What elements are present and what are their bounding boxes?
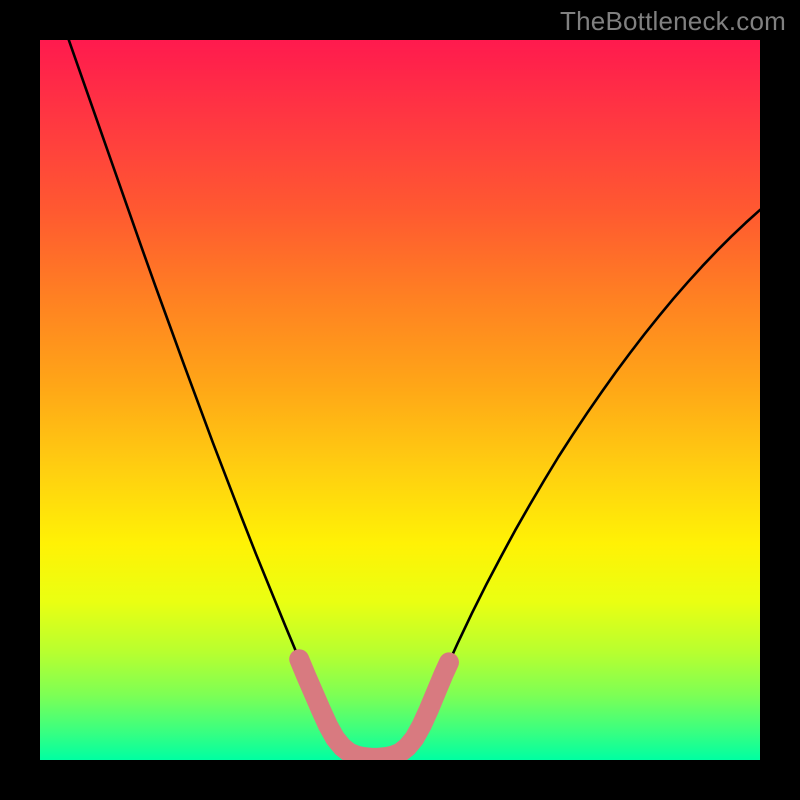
plot-area <box>40 40 760 760</box>
figure-container: TheBottleneck.com <box>0 0 800 800</box>
gradient-background <box>40 40 760 760</box>
watermark-text: TheBottleneck.com <box>560 6 786 37</box>
plot-svg <box>40 40 760 760</box>
